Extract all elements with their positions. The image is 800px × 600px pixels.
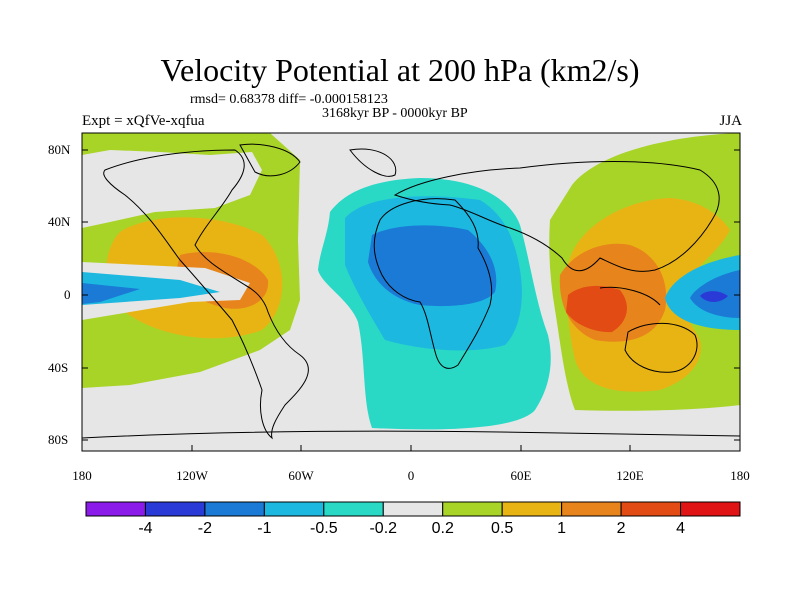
period-label: 3168kyr BP - 0000kyr BP [322,106,468,121]
colorbar-swatch-1 [144,501,206,517]
lat-label-40s: 40S [48,360,69,375]
lat-label-0: 0 [64,287,71,302]
lon-label-120e: 120E [616,468,644,483]
colorbar-swatch-2 [204,501,265,517]
lon-label-120w: 120W [176,468,208,483]
season-label: JJA [719,113,742,129]
colorbar-label-2: -1 [257,520,272,537]
colorbar-label-9: 4 [676,520,685,537]
colorbar-label-7: 1 [557,520,567,537]
lat-label-40n: 40N [48,214,71,229]
contour-field [82,133,740,451]
colorbar-label-6: 0.5 [491,520,514,537]
experiment-label: Expt = xQfVe-xqfua [82,113,205,129]
colorbar-label-5: 0.2 [431,520,454,537]
coastlines [82,143,740,440]
map-title: Velocity Potential at 200 hPa (km2/s) [160,52,640,88]
colorbar-swatch-10 [680,501,741,517]
rmsd-stats: rmsd= 0.68378 diff= -0.000158123 [190,92,388,107]
colorbar-swatch-0 [85,501,146,517]
colorbar-swatch-8 [561,501,622,517]
colorbar-label-8: 2 [616,520,626,537]
colorbar-swatch-6 [442,501,503,517]
colorbar [85,501,741,517]
colorbar-label-0: -4 [138,520,153,537]
colorbar-label-3: -0.5 [310,520,338,537]
lon-label-60e: 60E [510,468,532,483]
lon-label-0: 0 [407,468,415,483]
axis-ticks [82,149,740,451]
lon-label-60w: 60W [288,468,314,483]
colorbar-swatch-5 [382,501,444,517]
colorbar-swatch-7 [501,501,563,517]
lon-label-180e: 180 [730,468,750,483]
lat-label-80n: 80N [48,142,71,157]
colorbar-label-4: -0.2 [369,520,398,537]
colorbar-swatch-9 [620,501,682,517]
colorbar-label-1: -2 [197,520,213,537]
colorbar-swatch-4 [323,501,384,517]
colorbar-swatch-3 [263,501,325,517]
lat-label-80s: 80S [48,432,69,447]
lon-label-180w: 180 [72,468,92,483]
